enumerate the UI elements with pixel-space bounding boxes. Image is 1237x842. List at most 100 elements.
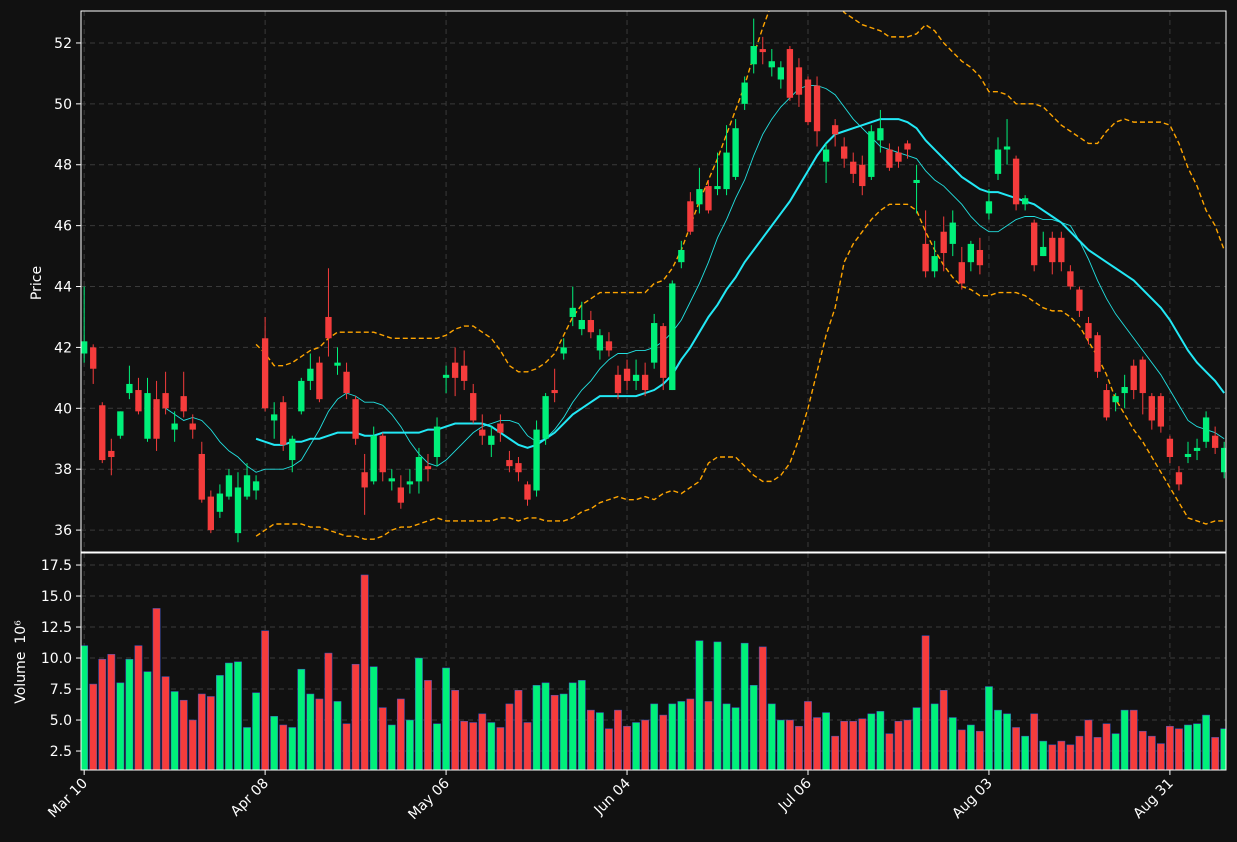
volume-frame: [80, 552, 1227, 771]
volume-bar: [641, 719, 649, 770]
candle-body: [958, 262, 965, 284]
candle-body: [370, 435, 377, 482]
volume-bar: [1202, 714, 1210, 770]
volume-bar: [795, 725, 803, 770]
volume-bar: [894, 721, 903, 770]
volume-bar: [840, 721, 849, 770]
candle-body: [153, 399, 160, 439]
candle-body: [904, 143, 911, 150]
candle-body: [198, 453, 205, 500]
volume-bar: [740, 642, 749, 770]
y-tick-label: 15.0: [41, 589, 72, 605]
candle-body: [144, 393, 151, 439]
candle-body: [325, 316, 332, 339]
indicator-line: [165, 85, 1225, 473]
candle-body: [768, 61, 775, 68]
y-tick-label: 42: [54, 340, 72, 356]
volume-bar: [1111, 733, 1120, 770]
y-tick-label: 52: [54, 36, 72, 52]
volume-bar: [1120, 709, 1129, 770]
volume-bar: [994, 709, 1002, 770]
volume-bar: [776, 719, 785, 770]
volume-bar: [614, 709, 622, 770]
candle-body: [804, 79, 812, 123]
volume-bar: [867, 713, 876, 770]
volume-bar: [81, 645, 89, 770]
candle-body: [913, 179, 920, 184]
candle-body: [1130, 365, 1137, 391]
volume-bar: [1093, 737, 1102, 770]
candle-body: [117, 411, 124, 436]
volume-bar: [125, 659, 134, 770]
price-frame: [80, 10, 1227, 553]
candle-body: [1166, 438, 1174, 458]
candle-body: [397, 487, 405, 503]
candle-body: [470, 393, 477, 421]
candle-body: [895, 152, 902, 162]
volume-bar: [333, 701, 342, 770]
candle-body: [135, 390, 142, 412]
candle-body: [732, 128, 739, 177]
volume-bar: [668, 703, 677, 770]
volume-bar: [1084, 719, 1093, 770]
volume-bar: [1184, 724, 1192, 770]
volume-bar: [1156, 743, 1165, 770]
volume-bar: [1075, 735, 1084, 770]
volume-bar: [749, 685, 758, 770]
candle-body: [795, 67, 803, 95]
volume-bar: [460, 721, 469, 770]
indicator-line: [255, 203, 1225, 540]
volume-bar: [1147, 735, 1156, 770]
price-marks: [81, 11, 1226, 543]
volume-axis-label: Volume 10⁶: [13, 620, 29, 704]
volume-bar: [948, 717, 957, 770]
candle-body: [298, 380, 305, 412]
y-tick-label: 17.5: [41, 558, 72, 574]
volume-bar: [786, 719, 794, 770]
candle-body: [1148, 396, 1155, 421]
volume-bar: [1129, 709, 1138, 770]
candle-body: [1211, 435, 1219, 448]
candle-body: [497, 423, 504, 433]
volume-bar: [1138, 730, 1147, 770]
volume-bar: [1030, 713, 1039, 770]
candle-body: [289, 438, 296, 461]
volume-bar: [225, 662, 233, 770]
candle-body: [406, 481, 414, 485]
indicator-line: [255, 118, 1225, 449]
volume-bar: [134, 645, 143, 770]
candle-body: [99, 405, 106, 461]
candle-body: [868, 131, 875, 177]
candle-body: [841, 146, 848, 159]
volume-bar: [505, 703, 514, 770]
volume-bar: [306, 693, 315, 770]
volume-bar: [722, 703, 731, 770]
volume-bar: [1211, 737, 1220, 770]
candle-body: [1003, 146, 1011, 150]
volume-bar: [804, 701, 812, 770]
volume-bar: [442, 667, 450, 770]
candle-body: [424, 466, 432, 470]
volume-bar: [758, 646, 767, 770]
volume-bar: [1220, 728, 1226, 770]
x-tick-label: Aug 31: [1130, 776, 1176, 822]
candle-body: [1058, 237, 1065, 263]
volume-bar: [89, 683, 98, 770]
volume-bar: [921, 635, 930, 770]
volume-bar: [695, 640, 704, 770]
candle-body: [479, 429, 486, 436]
candle-body: [678, 249, 685, 263]
volume-bar: [623, 725, 631, 770]
volume-bar: [541, 682, 550, 770]
volume-label: Volume: [13, 652, 29, 704]
candle-body: [234, 487, 242, 534]
candle-body: [1184, 453, 1192, 458]
volume-bar: [514, 690, 523, 770]
volume-bar: [550, 694, 559, 770]
candle-body: [922, 243, 929, 272]
candle-body: [660, 326, 667, 378]
volume-bar: [143, 671, 152, 770]
candle-body: [886, 149, 893, 168]
candle-body: [560, 347, 567, 354]
candle-body: [1221, 447, 1226, 473]
